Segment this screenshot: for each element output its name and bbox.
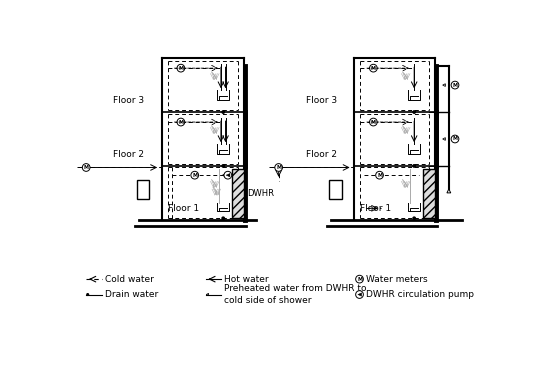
Text: Hot water: Hot water (224, 275, 269, 284)
Circle shape (376, 171, 384, 179)
Circle shape (412, 164, 416, 168)
Text: M: M (452, 137, 457, 141)
Text: DWHR circulation pump: DWHR circulation pump (366, 290, 475, 299)
Text: Floor 2: Floor 2 (113, 150, 144, 159)
Text: M: M (371, 120, 376, 125)
Text: Floor 1: Floor 1 (168, 204, 199, 213)
Text: Cold water: Cold water (105, 275, 154, 284)
Circle shape (177, 64, 185, 72)
Circle shape (221, 216, 225, 220)
Text: Water meters: Water meters (366, 275, 428, 284)
Polygon shape (226, 173, 230, 177)
Circle shape (412, 110, 416, 114)
Circle shape (370, 64, 377, 72)
Text: M: M (276, 165, 281, 170)
Circle shape (224, 171, 231, 179)
Text: Floor 3: Floor 3 (306, 96, 337, 105)
Text: M: M (192, 173, 197, 178)
Text: Floor 3: Floor 3 (113, 96, 144, 105)
Bar (330, 180, 342, 199)
Circle shape (191, 171, 199, 179)
Bar (137, 180, 149, 199)
Circle shape (451, 135, 459, 143)
Circle shape (370, 118, 377, 126)
Text: Floor 1: Floor 1 (360, 204, 391, 213)
Circle shape (243, 218, 247, 222)
Text: M: M (178, 66, 183, 70)
Circle shape (451, 81, 459, 89)
Circle shape (82, 163, 90, 171)
Circle shape (275, 163, 282, 171)
Text: DWHR: DWHR (247, 189, 274, 198)
Circle shape (86, 293, 89, 296)
Text: M: M (371, 66, 376, 70)
Text: Drain water: Drain water (105, 290, 158, 299)
Text: Floor 2: Floor 2 (306, 150, 337, 159)
Circle shape (221, 164, 225, 168)
Circle shape (356, 291, 364, 299)
Bar (423, 169, 435, 218)
Text: M: M (452, 83, 457, 87)
Bar (231, 169, 244, 218)
Text: Preheated water from DWHR to
cold side of shower: Preheated water from DWHR to cold side o… (224, 284, 366, 305)
Text: M: M (377, 173, 382, 178)
Text: M: M (357, 277, 362, 282)
Text: M: M (84, 165, 89, 170)
Circle shape (356, 275, 364, 283)
Text: M: M (178, 120, 183, 125)
Circle shape (412, 216, 416, 220)
Circle shape (177, 118, 185, 126)
Polygon shape (358, 293, 362, 296)
Circle shape (221, 110, 225, 114)
